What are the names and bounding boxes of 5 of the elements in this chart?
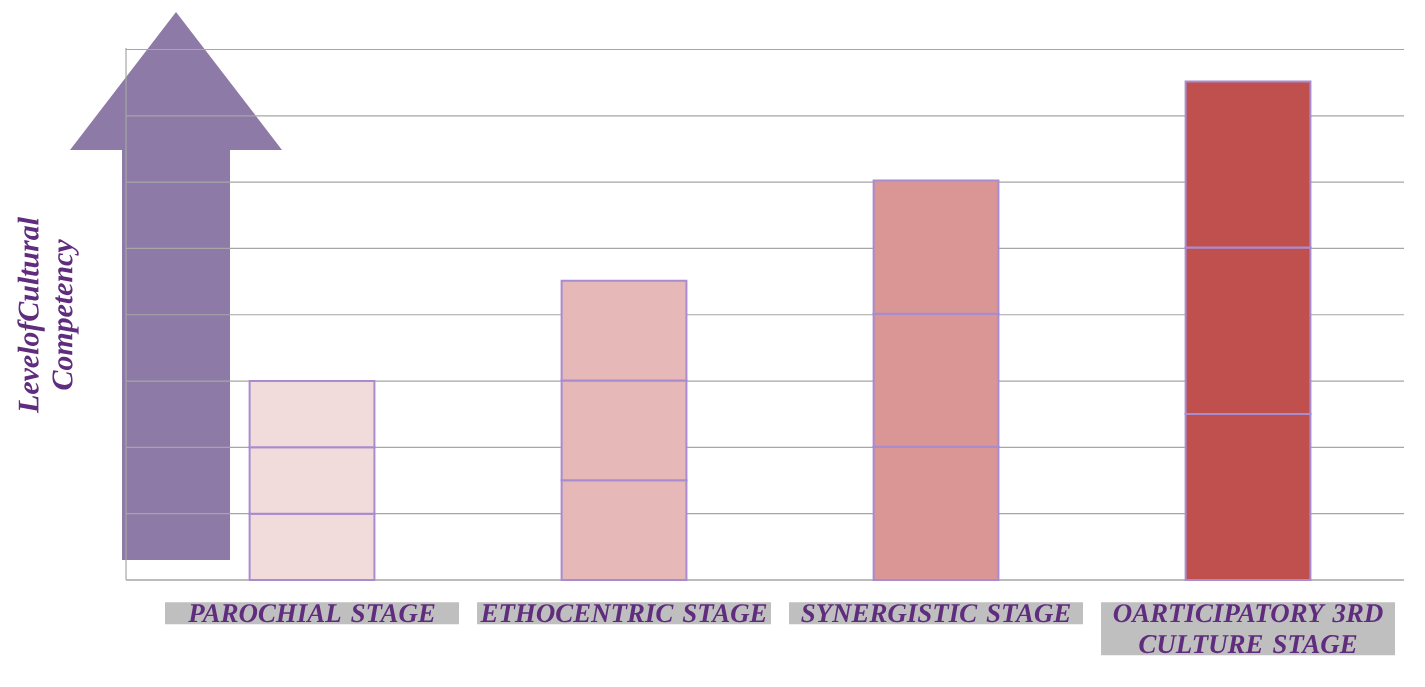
x-tick-label: ETHOCENTRIC STAGE bbox=[480, 604, 767, 623]
x-tick-label: PAROCHIAL STAGE bbox=[188, 604, 435, 623]
y-axis-title: LevelofCultural Competency bbox=[17, 217, 79, 414]
x-tick-label: OARTICIPATORY 3RD CULTURE STAGE bbox=[1113, 604, 1383, 654]
x-tick-label: SYNERGISTIC STAGE bbox=[801, 604, 1071, 623]
